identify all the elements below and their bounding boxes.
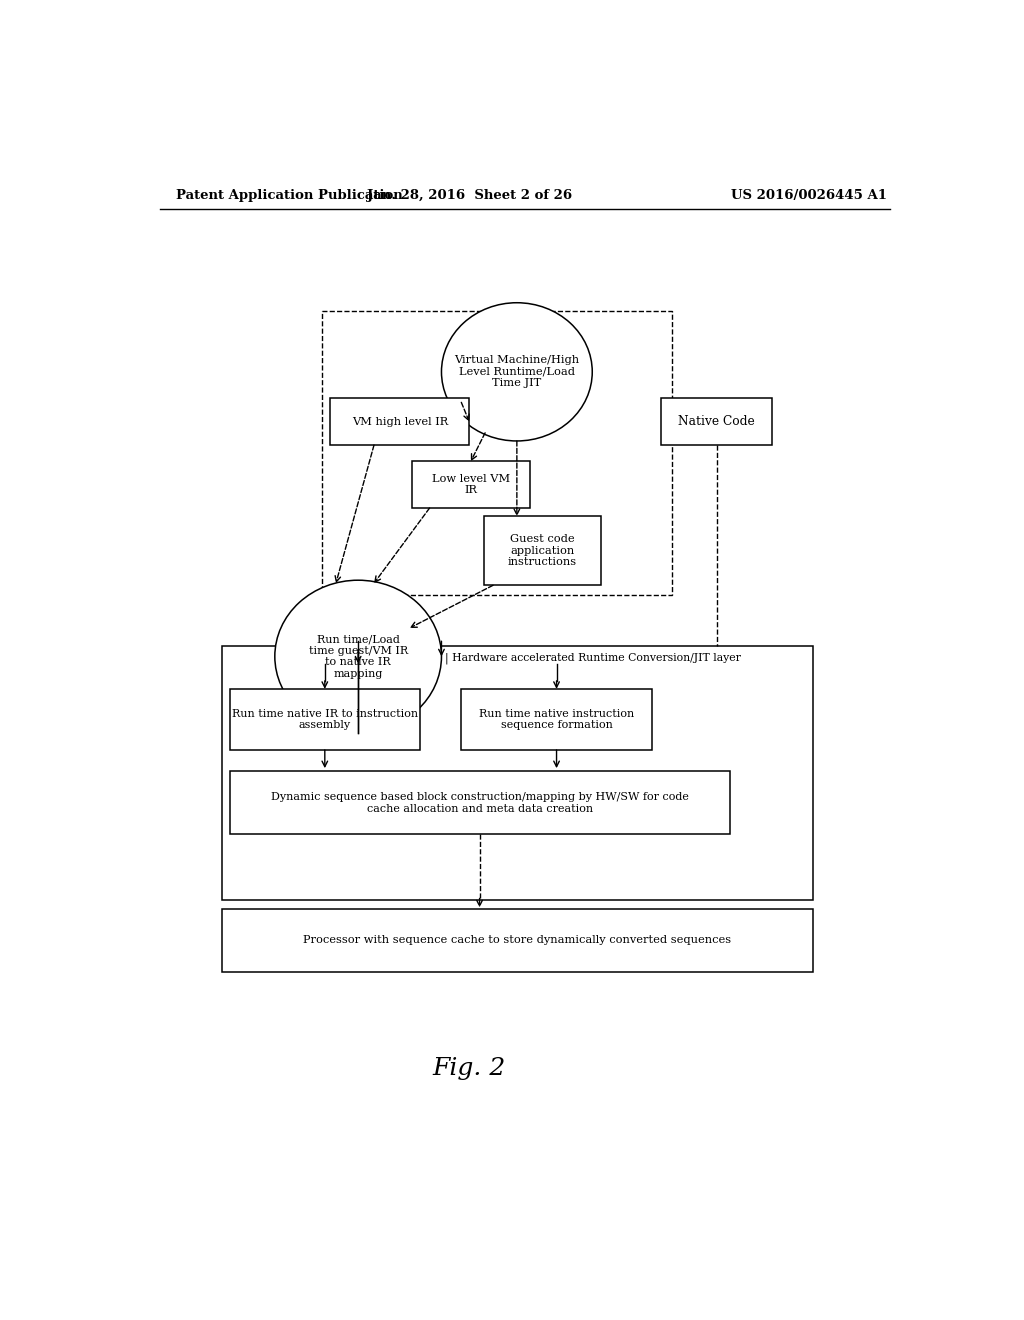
Text: Processor with sequence cache to store dynamically converted sequences: Processor with sequence cache to store d… xyxy=(303,935,731,945)
Text: Native Code: Native Code xyxy=(679,416,756,428)
FancyBboxPatch shape xyxy=(229,689,420,750)
Text: Run time native IR to instruction
assembly: Run time native IR to instruction assemb… xyxy=(231,709,418,730)
Ellipse shape xyxy=(441,302,592,441)
Text: Low level VM
IR: Low level VM IR xyxy=(432,474,510,495)
FancyBboxPatch shape xyxy=(323,312,672,595)
FancyBboxPatch shape xyxy=(461,689,651,750)
Text: Run time native instruction
sequence formation: Run time native instruction sequence for… xyxy=(479,709,634,730)
Ellipse shape xyxy=(274,581,441,733)
Text: Run time/Load
time guest/VM IR
to native IR
mapping: Run time/Load time guest/VM IR to native… xyxy=(308,634,408,678)
Text: Guest code
application
instructions: Guest code application instructions xyxy=(508,535,577,568)
Text: Fig. 2: Fig. 2 xyxy=(432,1056,506,1080)
FancyBboxPatch shape xyxy=(221,647,813,900)
Text: Patent Application Publication: Patent Application Publication xyxy=(176,189,402,202)
FancyBboxPatch shape xyxy=(483,516,601,585)
FancyBboxPatch shape xyxy=(412,461,529,508)
FancyBboxPatch shape xyxy=(229,771,729,834)
Text: Virtual Machine/High
Level Runtime/Load
Time JIT: Virtual Machine/High Level Runtime/Load … xyxy=(455,355,580,388)
Text: VM high level IR: VM high level IR xyxy=(351,417,447,426)
Text: US 2016/0026445 A1: US 2016/0026445 A1 xyxy=(731,189,887,202)
Text: Jan. 28, 2016  Sheet 2 of 26: Jan. 28, 2016 Sheet 2 of 26 xyxy=(367,189,571,202)
FancyBboxPatch shape xyxy=(331,399,469,445)
Text: | Hardware accelerated Runtime Conversion/JIT layer: | Hardware accelerated Runtime Conversio… xyxy=(445,652,741,664)
FancyBboxPatch shape xyxy=(662,399,772,445)
FancyBboxPatch shape xyxy=(221,908,813,972)
Text: Dynamic sequence based block construction/mapping by HW/SW for code
cache alloca: Dynamic sequence based block constructio… xyxy=(270,792,688,813)
